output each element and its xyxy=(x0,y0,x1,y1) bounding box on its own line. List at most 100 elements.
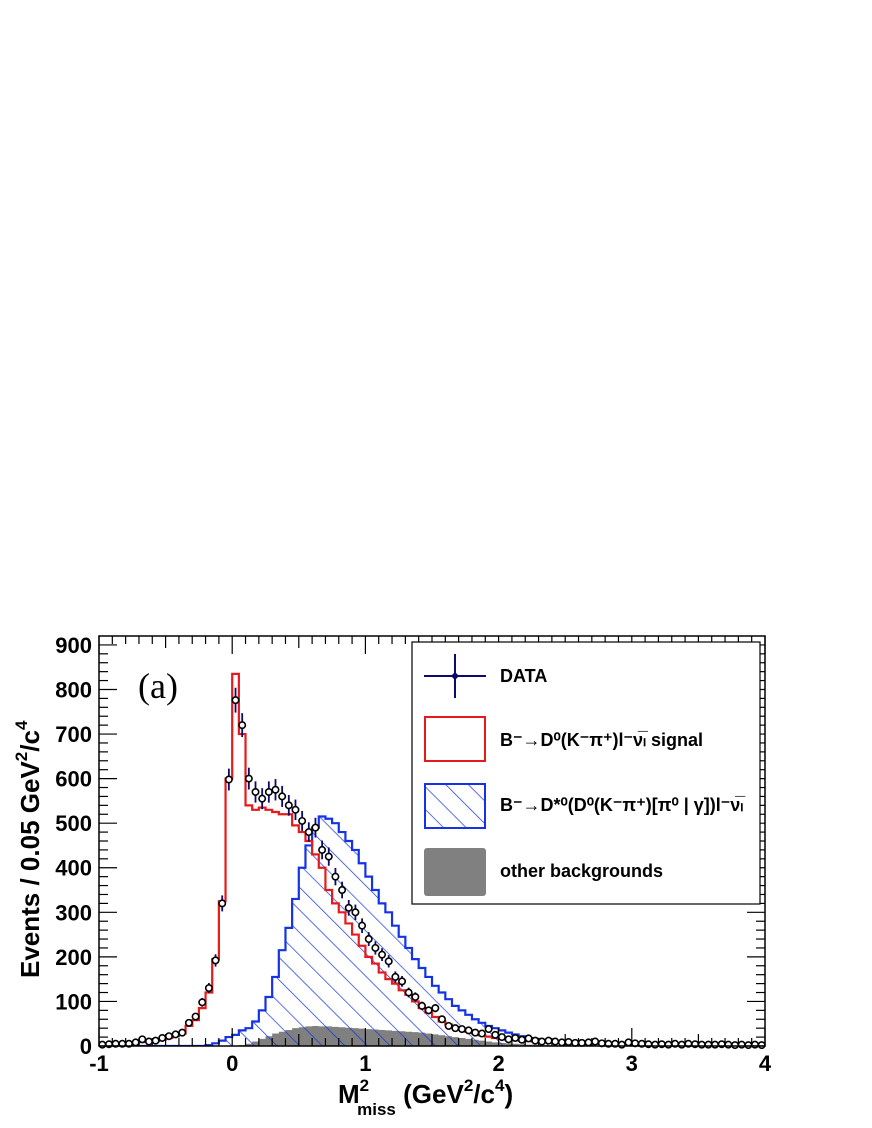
data-marker xyxy=(544,1036,553,1045)
x-axis-title-main: M xyxy=(338,1079,360,1109)
data-marker xyxy=(711,1040,720,1049)
data-marker xyxy=(697,1040,706,1049)
legend-label-dstar: B⁻→D*⁰(D⁰(K⁻π⁺)[π⁰ | γ])l⁻ν̅ₗ xyxy=(500,795,746,815)
data-marker xyxy=(524,1034,533,1043)
y-tick-label: 0 xyxy=(80,1034,92,1059)
data-point xyxy=(617,1040,626,1049)
legend-label-other: other backgrounds xyxy=(500,861,663,881)
legend-swatch-signal xyxy=(424,716,486,762)
data-point xyxy=(331,867,340,886)
data-marker xyxy=(244,774,253,783)
data-point xyxy=(444,1021,453,1030)
data-marker xyxy=(431,1004,440,1013)
axis-ticks xyxy=(98,636,766,1047)
legend-swatch-dstar xyxy=(424,783,486,829)
data-point xyxy=(697,1040,706,1049)
y-tick-label: 400 xyxy=(55,856,92,881)
data-point xyxy=(271,779,280,801)
data-point xyxy=(477,1029,486,1038)
data-marker xyxy=(751,1040,760,1049)
data-point xyxy=(418,1001,427,1011)
data-point xyxy=(351,904,360,921)
data-point xyxy=(391,971,400,983)
data-marker xyxy=(264,787,273,796)
data-point xyxy=(284,794,293,816)
legend-swatch-other xyxy=(424,848,486,896)
data-marker xyxy=(371,943,380,952)
data-marker xyxy=(451,1024,460,1033)
data-marker xyxy=(164,1032,173,1041)
data-point xyxy=(244,767,253,790)
data-marker xyxy=(131,1038,140,1047)
data-marker xyxy=(398,977,407,986)
data-marker xyxy=(551,1037,560,1046)
data-marker xyxy=(338,886,347,895)
x-axis-title-unit-mid: /c xyxy=(473,1079,495,1109)
data-marker xyxy=(351,908,360,917)
data-marker xyxy=(731,1041,740,1050)
panel-label: (a) xyxy=(138,666,178,706)
data-point xyxy=(497,1033,506,1042)
x-tick-labels: -1 0 1 2 3 4 xyxy=(89,1051,772,1076)
data-point xyxy=(431,1004,440,1013)
data-marker xyxy=(311,823,320,832)
x-axis-title-sup: 2 xyxy=(360,1076,369,1095)
data-point xyxy=(451,1024,460,1033)
y-tick-label: 300 xyxy=(55,900,92,925)
data-marker xyxy=(504,1035,513,1044)
data-marker xyxy=(537,1037,546,1046)
data-point xyxy=(344,900,353,916)
data-marker xyxy=(198,998,207,1007)
legend-entry-dstar: B⁻→D*⁰(D⁰(K⁻π⁺)[π⁰ | γ])l⁻ν̅ₗ xyxy=(424,783,746,829)
data-marker xyxy=(218,899,227,908)
y-tick-label: 100 xyxy=(55,989,92,1014)
data-point xyxy=(711,1040,720,1049)
x-axis-title-unit-open: (GeV xyxy=(396,1079,465,1109)
y-tick-label: 200 xyxy=(55,945,92,970)
x-tick-label: 4 xyxy=(759,1051,772,1076)
data-point xyxy=(571,1038,580,1047)
data-point xyxy=(524,1034,533,1043)
data-marker xyxy=(617,1040,626,1049)
data-point xyxy=(664,1040,673,1049)
data-point xyxy=(304,822,313,842)
y-axis-title-main: Events / 0.05 GeV xyxy=(15,761,45,978)
data-marker xyxy=(677,1040,686,1049)
data-marker xyxy=(744,1041,753,1050)
data-marker xyxy=(444,1021,453,1030)
data-point xyxy=(531,1036,540,1045)
data-point xyxy=(384,955,393,968)
data-marker xyxy=(404,988,413,997)
data-point xyxy=(231,687,240,713)
data-marker xyxy=(564,1037,573,1046)
data-marker xyxy=(517,1035,526,1044)
data-marker xyxy=(298,816,307,825)
data-marker xyxy=(178,1028,187,1037)
data-marker xyxy=(144,1037,153,1046)
data-marker xyxy=(624,1038,633,1047)
data-marker xyxy=(258,794,267,803)
x-axis-title: M2 miss (GeV2/c4) xyxy=(338,1076,513,1119)
data-point xyxy=(311,817,320,838)
data-point xyxy=(371,941,380,955)
data-marker xyxy=(364,935,373,944)
data-point xyxy=(291,799,300,821)
data-marker xyxy=(704,1040,713,1049)
data-marker xyxy=(484,1025,493,1034)
data-point xyxy=(504,1035,513,1044)
data-point xyxy=(258,788,267,810)
data-point xyxy=(677,1040,686,1049)
data-marker xyxy=(471,1028,480,1037)
data-point xyxy=(251,781,260,803)
data-marker xyxy=(98,1040,107,1049)
data-point xyxy=(651,1040,660,1049)
data-point xyxy=(437,1015,446,1024)
data-point xyxy=(144,1037,153,1046)
data-point xyxy=(591,1037,600,1046)
data-marker xyxy=(251,787,260,796)
x-axis-title-unit-sup1: 2 xyxy=(464,1076,473,1095)
data-point xyxy=(744,1041,753,1050)
data-marker xyxy=(477,1029,486,1038)
data-marker xyxy=(278,792,287,801)
